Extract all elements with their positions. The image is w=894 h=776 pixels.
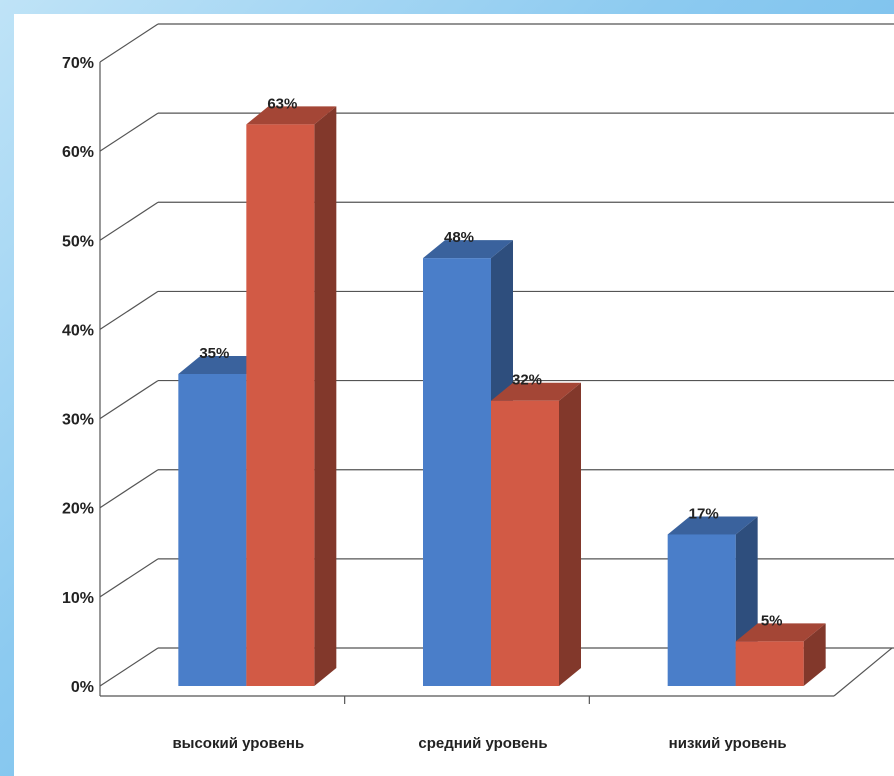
bar-top	[735, 623, 826, 642]
bar-side	[314, 106, 337, 686]
bar-top	[178, 356, 269, 374]
gridline-diagonal	[99, 201, 159, 241]
gridline-diagonal	[99, 380, 159, 420]
gridline-diagonal	[99, 290, 159, 330]
bar-top	[246, 106, 337, 125]
gridline-diagonal	[99, 112, 159, 152]
y-tick-label: 40%	[62, 322, 94, 339]
y-tick-label: 20%	[62, 501, 94, 518]
gridline-diagonal	[99, 647, 159, 687]
gridline-diagonal	[99, 23, 159, 63]
data-label: 48%	[444, 229, 474, 246]
bar-side	[559, 382, 581, 686]
bar-chart: 0% 10% 20% 30% 40% 50% 60% 70% высокий уровень 35…	[62, 23, 894, 752]
x-category-label: низкий уровень	[669, 735, 787, 752]
bar-top	[423, 240, 513, 259]
bar-top	[667, 516, 758, 535]
data-label: 35%	[199, 345, 229, 362]
y-tick-label: 10%	[62, 590, 94, 607]
data-label: 63%	[267, 95, 297, 112]
data-label: 32%	[512, 372, 542, 389]
data-label: 5%	[761, 612, 783, 629]
gridline-diagonal	[99, 469, 159, 509]
bar	[735, 641, 804, 686]
gridline-diagonal	[99, 558, 159, 598]
y-tick-label: 50%	[62, 233, 94, 250]
chart-panel: 0% 10% 20% 30% 40% 50% 60% 70% высокий уровень 35…	[14, 14, 894, 776]
bar	[423, 258, 491, 686]
y-tick-label: 70%	[62, 55, 94, 72]
bar-side	[803, 623, 826, 686]
y-tick-label: 0%	[71, 679, 94, 696]
bar-top	[491, 382, 581, 401]
bar	[491, 400, 559, 686]
data-label: 17%	[689, 505, 719, 522]
y-tick-label: 60%	[62, 144, 94, 161]
x-category-label: средний уровень	[418, 735, 547, 752]
y-tick-label: 30%	[62, 412, 94, 429]
x-category-label: высокий уровень	[172, 735, 304, 752]
floor-right-edge	[833, 647, 893, 697]
bar	[178, 374, 247, 686]
bar	[246, 124, 315, 686]
bar	[667, 534, 736, 686]
